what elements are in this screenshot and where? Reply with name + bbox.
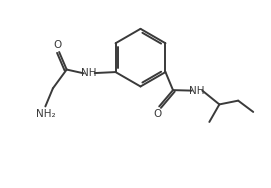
Text: NH: NH [189, 86, 205, 96]
Text: O: O [153, 109, 162, 119]
Text: NH₂: NH₂ [36, 109, 55, 119]
Text: O: O [54, 40, 62, 50]
Text: NH: NH [82, 68, 97, 78]
